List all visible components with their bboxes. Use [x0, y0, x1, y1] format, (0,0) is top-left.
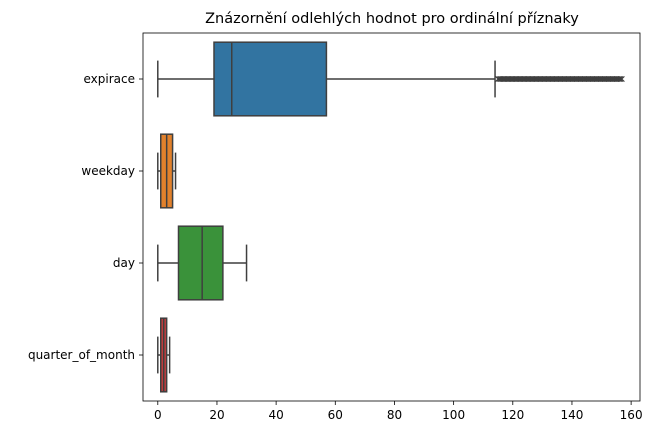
y-tick-label: expirace	[84, 72, 136, 86]
x-tick-label: 40	[268, 408, 283, 422]
chart-title: Znázornění odlehlých hodnot pro ordináln…	[205, 11, 579, 27]
outlier-point	[616, 76, 623, 82]
x-tick-label: 100	[442, 408, 465, 422]
x-tick-label: 160	[620, 408, 643, 422]
plot-area: 0 20 40 60 80 100 120 140 160 expirace weekday day q…	[28, 41, 643, 422]
y-tick-label: quarter_of_month	[28, 348, 135, 362]
axes-frame	[142, 32, 641, 402]
box-day	[157, 225, 248, 301]
x-tick-label: 60	[328, 408, 343, 422]
outlier-point	[617, 76, 624, 82]
x-tick-label: 0	[154, 408, 162, 422]
x-tick-label: 120	[501, 408, 524, 422]
y-tick-label: weekday	[81, 164, 135, 178]
x-tick-label: 20	[209, 408, 224, 422]
box-weekday	[157, 133, 177, 209]
iqr-box	[213, 41, 328, 117]
x-tick-label: 140	[561, 408, 584, 422]
y-tick-label: day	[113, 256, 135, 270]
outlier-point	[618, 76, 625, 82]
box-expirace	[157, 41, 625, 117]
x-tick-label: 80	[387, 408, 402, 422]
box-quarter_of_month	[157, 317, 171, 393]
iqr-box	[177, 225, 224, 301]
